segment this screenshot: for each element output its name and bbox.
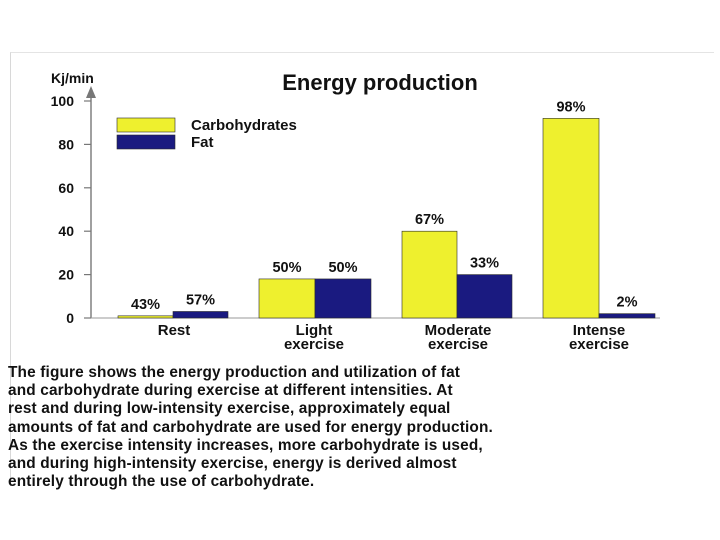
bar-value-label: 98% — [556, 99, 585, 115]
bar-value-labels: 43% 50% 67% 98% 57% 50% 33% 2% — [131, 99, 638, 312]
bar-value-label: 33% — [470, 256, 499, 272]
category-label: Rest — [158, 322, 191, 339]
bar-fat-moderate — [456, 274, 513, 319]
caption-line: entirely through the use of carbohydrate… — [8, 473, 315, 491]
category-label: Intense exercise — [569, 322, 629, 353]
legend-label-carbohydrates: Carbohydrates — [191, 117, 297, 134]
legend-label-fat: Fat — [191, 134, 214, 151]
bar-fat-rest — [172, 311, 229, 319]
caption-line: The figure shows the energy production a… — [8, 364, 461, 381]
category-label: Light exercise — [284, 322, 344, 353]
bar-fat-intense — [598, 313, 656, 319]
caption-line: rest and during low-intensity exercise, … — [8, 400, 451, 418]
bar-value-label: 2% — [617, 295, 638, 311]
y-tick-label: 0 — [66, 310, 74, 326]
caption-line: and during high-intensity exercise, ener… — [8, 455, 457, 473]
bar-value-label: 50% — [272, 260, 301, 276]
bars-group — [117, 118, 656, 319]
y-tick-label: 100 — [51, 93, 75, 109]
bar-fat-light — [314, 278, 372, 319]
bar-value-label: 57% — [186, 292, 215, 308]
legend-swatch-fat — [116, 134, 176, 150]
y-tick-label: 40 — [58, 223, 74, 239]
bar-carbohydrates-rest — [117, 315, 174, 319]
energy-production-chart: Energy production Kj/min 0 20 40 60 80 100 43… — [51, 70, 660, 353]
caption-line: and carbohydrate during exercise at diff… — [8, 382, 453, 400]
y-tick-label: 60 — [58, 180, 74, 196]
category-label: Moderate exercise — [425, 322, 492, 353]
y-axis-arrow — [86, 86, 96, 98]
category-labels: Rest Light exercise Moderate exercise Intense… — [158, 322, 629, 353]
y-axis-ticks: 0 20 40 60 80 100 — [51, 93, 91, 326]
caption-line: amounts of fat and carbohydrate are used… — [8, 418, 493, 436]
y-axis-label: Kj/min — [51, 70, 94, 86]
bar-value-label: 50% — [328, 260, 357, 276]
bar-carbohydrates-light — [258, 278, 316, 319]
caption-line: As the exercise intensity increases, mor… — [8, 436, 483, 454]
chart-title: Energy production — [282, 70, 478, 95]
bar-carbohydrates-intense — [542, 118, 600, 319]
bar-value-label: 67% — [415, 212, 444, 228]
legend-swatch-carbohydrates — [116, 117, 176, 133]
y-tick-label: 20 — [58, 267, 74, 283]
figure-caption: The figure shows the energy production a… — [8, 364, 716, 491]
y-tick-label: 80 — [58, 136, 74, 152]
bar-value-label: 43% — [131, 297, 160, 313]
bar-carbohydrates-moderate — [401, 230, 458, 319]
